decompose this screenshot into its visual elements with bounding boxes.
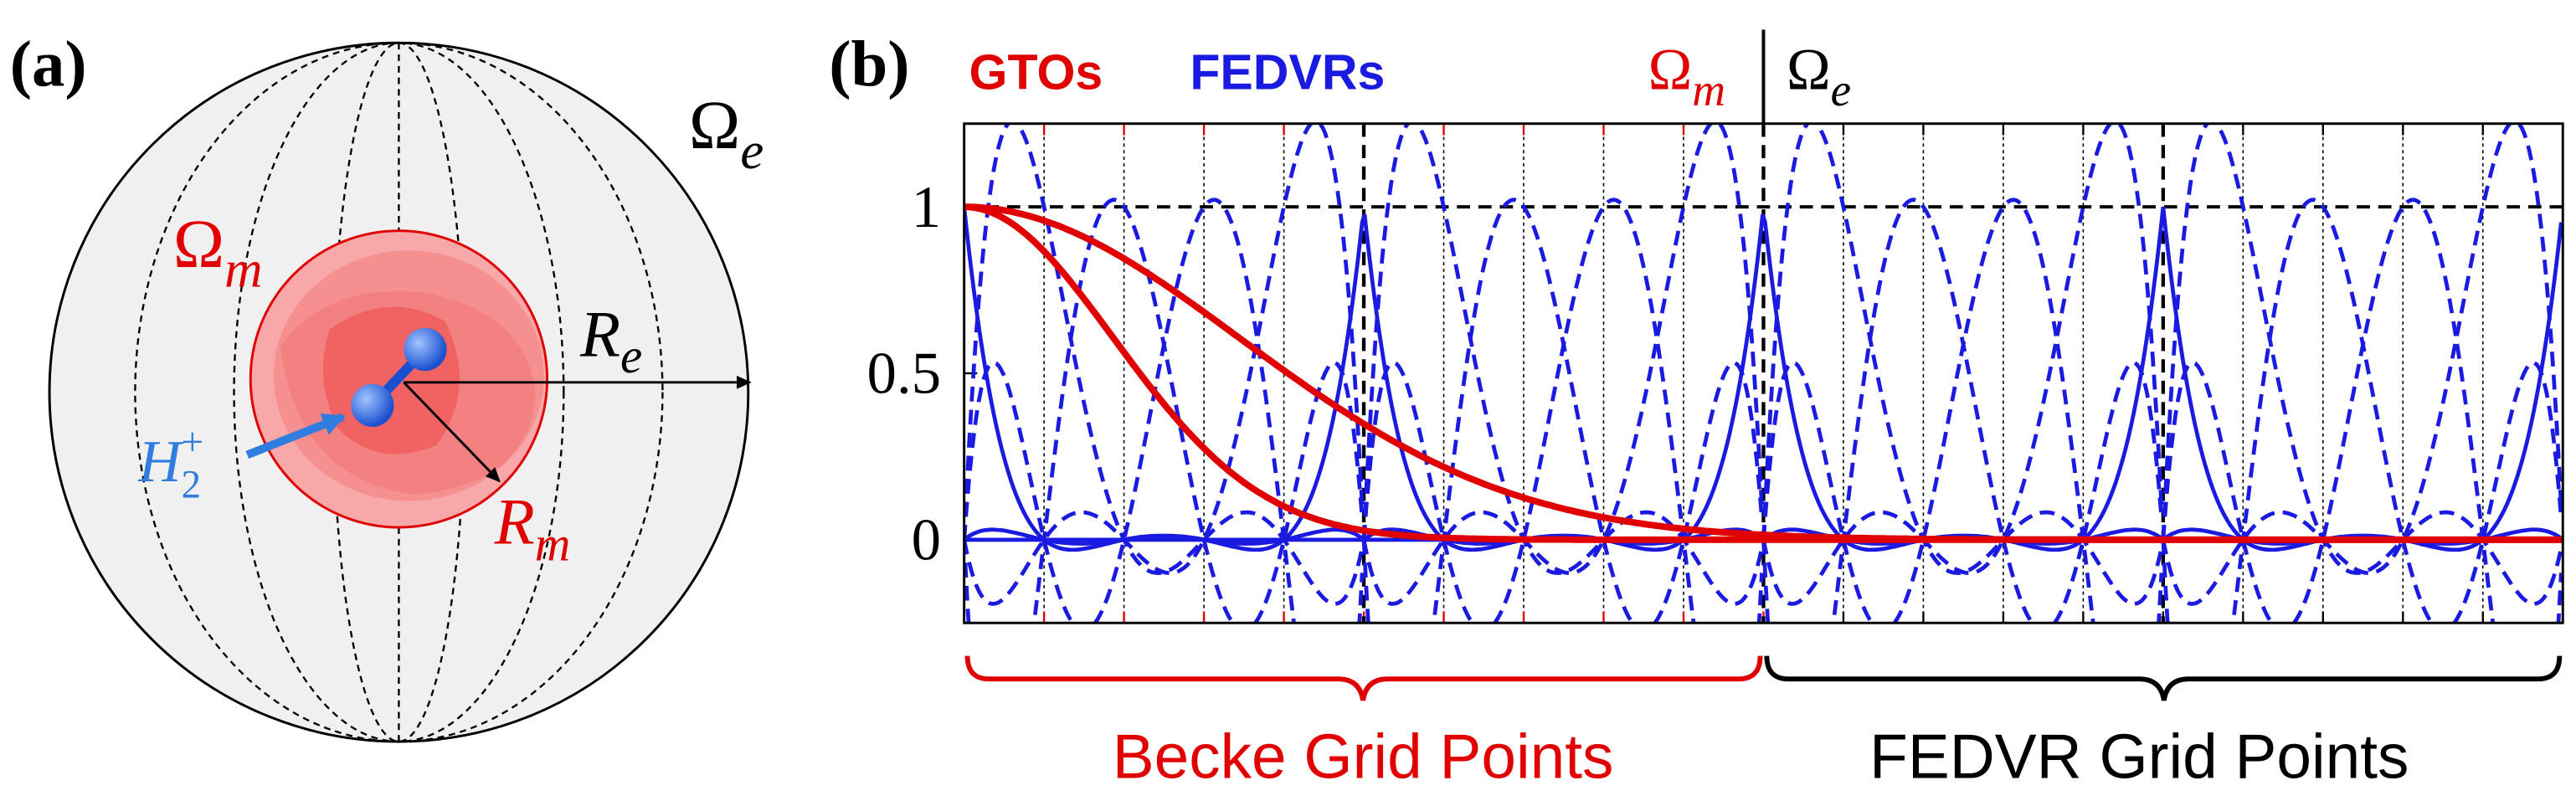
basis-function — [1761, 198, 2164, 624]
basis-function — [1361, 198, 1764, 624]
basis-function — [964, 123, 1365, 606]
basis-function — [1361, 123, 1764, 606]
y-tick-label: 1 — [912, 175, 941, 240]
basis-function — [1361, 198, 1764, 624]
basis-function — [2161, 198, 2563, 624]
region-caption: Becke Grid Points — [1113, 721, 1614, 791]
molecule-label: H2+ — [137, 420, 203, 506]
basis-function — [2161, 123, 2563, 606]
molecular-region — [249, 229, 549, 529]
panel-label: (a) — [10, 28, 87, 100]
basis-function — [1761, 198, 2164, 624]
panel-label: (b) — [829, 28, 909, 100]
basis-function — [1361, 123, 1764, 606]
curves — [964, 123, 2563, 624]
region-label: Ωe — [689, 86, 764, 180]
radius-label: Rm — [494, 486, 571, 572]
arrow — [245, 413, 347, 459]
plot-frame — [963, 122, 2564, 624]
brace — [1764, 655, 2563, 701]
y-tick-label: 0.5 — [867, 342, 942, 407]
legend-entry: FEDVRs — [1190, 44, 1385, 100]
region-caption: FEDVR Grid Points — [1869, 721, 2409, 791]
basis-function — [1761, 123, 2164, 606]
basis-function — [964, 198, 1365, 624]
region-label: Ωm — [173, 205, 263, 299]
brace — [964, 655, 1763, 701]
basis-function — [2161, 198, 2563, 624]
basis-function — [964, 198, 1365, 624]
arrow — [403, 381, 501, 483]
gto — [964, 203, 2563, 543]
basis-function — [2161, 123, 2563, 606]
region-label: Ωm — [1648, 37, 1725, 116]
legend-entry: GTOs — [969, 44, 1103, 100]
y-tick-label: 0 — [912, 507, 941, 573]
radius-label: Re — [579, 298, 642, 383]
basis-function — [964, 123, 1365, 606]
basis-function — [1761, 123, 2164, 606]
region-label: Ωe — [1787, 37, 1851, 116]
plot: 00.51 — [867, 122, 2564, 624]
